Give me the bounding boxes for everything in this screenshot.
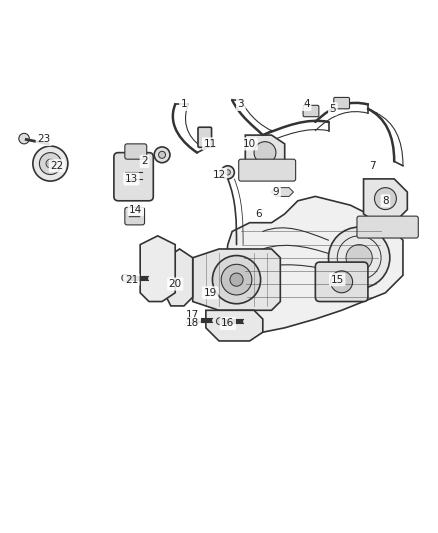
Text: 6: 6	[255, 209, 262, 219]
FancyBboxPatch shape	[334, 98, 350, 109]
Circle shape	[230, 273, 243, 286]
Text: 11: 11	[204, 139, 217, 149]
Text: 7: 7	[369, 161, 376, 171]
Circle shape	[221, 264, 252, 295]
Polygon shape	[223, 197, 403, 332]
Text: 22: 22	[50, 161, 64, 171]
Polygon shape	[206, 310, 263, 341]
Text: 1: 1	[180, 100, 187, 109]
Text: 4: 4	[303, 100, 310, 109]
Polygon shape	[245, 135, 285, 170]
Polygon shape	[364, 179, 407, 223]
Circle shape	[154, 147, 170, 163]
Polygon shape	[272, 188, 293, 197]
Text: 13: 13	[125, 174, 138, 184]
Circle shape	[216, 318, 223, 325]
Text: 18: 18	[186, 318, 199, 328]
Polygon shape	[193, 249, 280, 310]
Text: 9: 9	[272, 187, 279, 197]
Text: 20: 20	[169, 279, 182, 289]
Circle shape	[33, 146, 68, 181]
Text: 19: 19	[204, 288, 217, 298]
Circle shape	[19, 133, 29, 144]
Circle shape	[122, 274, 129, 281]
FancyBboxPatch shape	[239, 159, 296, 181]
Text: 2: 2	[141, 156, 148, 166]
FancyBboxPatch shape	[125, 144, 147, 159]
Circle shape	[254, 142, 276, 164]
Text: 5: 5	[329, 104, 336, 114]
Circle shape	[39, 152, 61, 174]
FancyBboxPatch shape	[114, 152, 153, 201]
FancyBboxPatch shape	[315, 262, 368, 302]
Polygon shape	[140, 236, 175, 302]
Circle shape	[186, 317, 193, 324]
Text: 3: 3	[237, 100, 244, 109]
Text: 23: 23	[37, 134, 50, 144]
Text: 16: 16	[221, 318, 234, 328]
Text: 15: 15	[331, 274, 344, 285]
Circle shape	[346, 245, 372, 271]
FancyBboxPatch shape	[198, 127, 212, 147]
Text: 17: 17	[186, 310, 199, 320]
Circle shape	[221, 166, 234, 179]
Text: 8: 8	[382, 196, 389, 206]
Circle shape	[328, 227, 390, 288]
Circle shape	[159, 151, 166, 158]
Circle shape	[212, 255, 261, 304]
Circle shape	[46, 159, 55, 168]
Circle shape	[374, 188, 396, 209]
FancyBboxPatch shape	[125, 207, 145, 225]
FancyBboxPatch shape	[303, 106, 319, 117]
Text: 14: 14	[129, 205, 142, 215]
Text: 21: 21	[125, 274, 138, 285]
Circle shape	[331, 271, 353, 293]
Polygon shape	[166, 249, 193, 306]
Circle shape	[225, 169, 230, 175]
FancyBboxPatch shape	[357, 216, 418, 238]
Text: 10: 10	[243, 139, 256, 149]
Text: 12: 12	[212, 169, 226, 180]
